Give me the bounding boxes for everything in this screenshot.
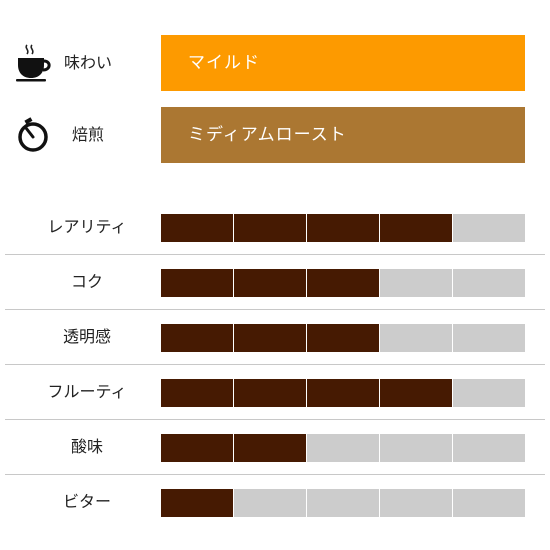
rating-segment-empty [453,434,525,462]
rating-segment-empty [453,489,525,517]
rating-meter [161,489,525,517]
rating-segment-filled [380,214,452,242]
roast-row: 焙煎 ミディアムロースト [0,107,550,163]
rating-segment-empty [380,269,452,297]
rating-segment-filled [161,434,233,462]
rating-segment-filled [161,379,233,407]
rating-meter [161,434,525,462]
roast-label: 焙煎 [71,125,104,144]
row-divider [5,419,545,420]
rating-segment-filled [307,269,379,297]
taste-label: 味わい [63,53,112,72]
rating-segment-empty [380,324,452,352]
rating-segment-empty [453,214,525,242]
rating-row: レアリティ [0,200,550,255]
rating-segment-filled [234,434,306,462]
rating-row: フルーティ [0,365,550,420]
rating-segment-filled [380,379,452,407]
roast-value-bar: ミディアムロースト [161,107,525,163]
rating-segment-empty [380,434,452,462]
rating-meter [161,269,525,297]
rating-segment-empty [453,324,525,352]
row-divider [5,309,545,310]
rating-segment-empty [307,489,379,517]
rating-row: 酸味 [0,420,550,475]
taste-row: 味わい マイルド [0,35,550,91]
rating-segment-filled [234,214,306,242]
rating-segment-filled [234,379,306,407]
rating-segment-filled [307,324,379,352]
rating-meter [161,214,525,242]
rating-label: レアリティ [47,217,127,236]
taste-value-bar: マイルド [161,35,525,91]
rating-label: フルーティ [47,382,127,401]
rating-segment-empty [453,269,525,297]
row-divider [5,254,545,255]
rating-row: ビター [0,475,550,530]
coffee-cup-icon [15,43,53,83]
rating-segment-filled [161,269,233,297]
rating-segment-empty [453,379,525,407]
rating-meter [161,379,525,407]
rating-label: コク [70,272,103,291]
rating-segment-filled [234,269,306,297]
rating-meter [161,324,525,352]
rating-label: 酸味 [70,437,103,456]
rating-segment-filled [307,214,379,242]
rating-segment-filled [161,324,233,352]
rating-segment-filled [307,379,379,407]
row-divider [5,474,545,475]
rating-row: コク [0,255,550,310]
rating-segment-empty [234,489,306,517]
rating-segment-empty [380,489,452,517]
rating-segment-empty [307,434,379,462]
rating-segment-filled [234,324,306,352]
rating-label: ビター [62,492,111,511]
rating-row: 透明感 [0,310,550,365]
rating-segment-filled [161,489,233,517]
row-divider [5,364,545,365]
timer-icon [15,115,53,155]
rating-label: 透明感 [62,327,111,346]
rating-segment-filled [161,214,233,242]
